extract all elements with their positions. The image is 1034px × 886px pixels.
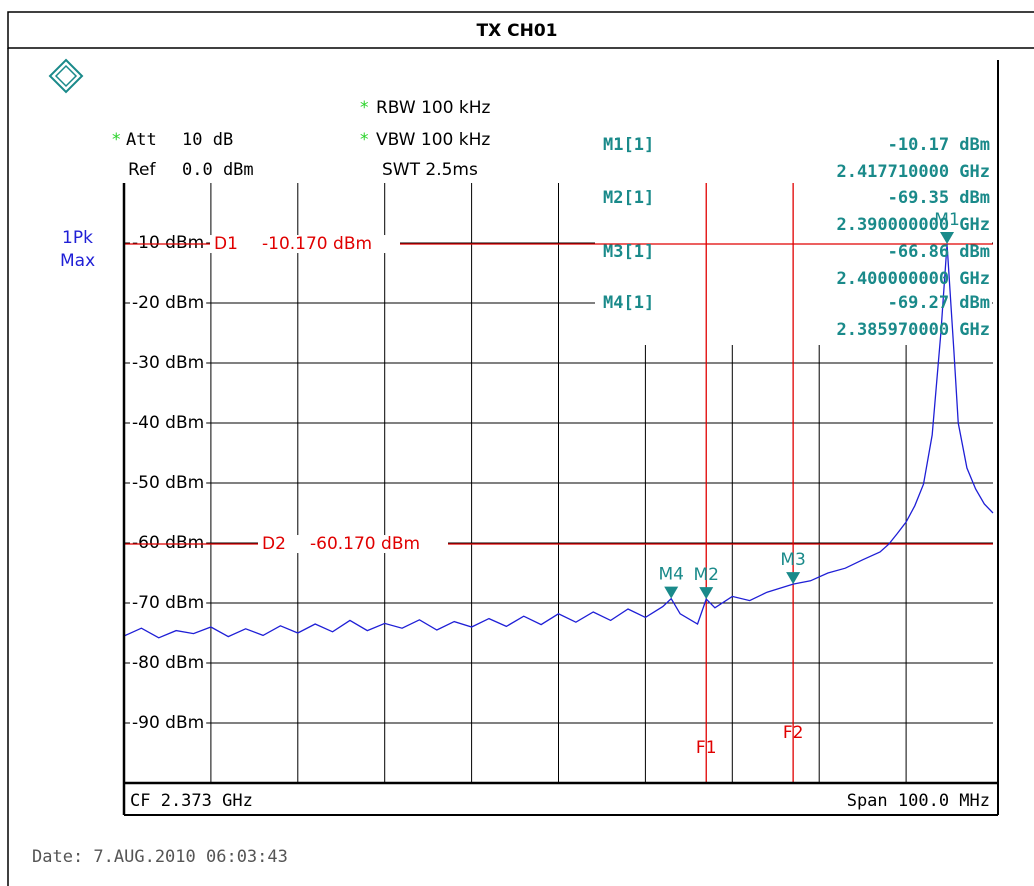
marker-label: M1 <box>934 210 959 230</box>
marker-name: M1[1] <box>603 135 654 155</box>
tick-label-bg <box>130 594 207 612</box>
marker <box>786 572 801 585</box>
marker-label: M2 <box>693 565 718 585</box>
att-value: 10 dB <box>182 130 233 150</box>
marker <box>699 587 714 600</box>
vbw: VBW 100 kHz <box>376 130 490 150</box>
display-line-label: -10.170 dBm <box>262 234 372 254</box>
span: Span 100.0 MHz <box>847 791 990 811</box>
att-label: Att <box>126 130 157 150</box>
marker-label: M3 <box>780 550 805 570</box>
marker-frequency: 2.417710000 GHz <box>836 162 990 182</box>
display-line-name: D2 <box>262 534 286 554</box>
logo <box>48 58 84 94</box>
star: * <box>112 130 121 150</box>
chart-title: TX CH01 <box>477 21 558 41</box>
display-line-label: -60.170 dBm <box>310 534 420 554</box>
y-tick-label: -60 dBm <box>132 533 204 553</box>
marker-frequency: 2.390000000 GHz <box>836 215 990 235</box>
marker-frequency: 2.385970000 GHz <box>836 320 990 340</box>
ref-value: 0.0 dBm <box>182 160 254 180</box>
trace-mode: Max <box>60 251 95 271</box>
frequency-line-label: F1 <box>696 738 717 758</box>
y-tick-label: -50 dBm <box>132 473 204 493</box>
star: * <box>360 130 369 150</box>
trace <box>123 243 994 639</box>
marker-level: -66.86 dBm <box>888 242 990 262</box>
marker-name: M2[1] <box>603 188 654 208</box>
swt: SWT 2.5ms <box>382 160 478 180</box>
marker <box>940 232 955 245</box>
tick-label-bg <box>130 474 207 492</box>
marker <box>664 586 679 599</box>
tick-label-bg <box>130 294 207 312</box>
tick-label-bg <box>130 534 207 552</box>
y-tick-label: -80 dBm <box>132 653 204 673</box>
tick-label-bg <box>130 414 207 432</box>
title-bar <box>7 11 1034 49</box>
tick-label-bg <box>130 714 207 732</box>
star: * <box>360 98 369 118</box>
marker-level: -10.17 dBm <box>888 135 990 155</box>
y-tick-label: -20 dBm <box>132 293 204 313</box>
date: Date: 7.AUG.2010 06:03:43 <box>32 847 288 867</box>
marker-frequency: 2.400000000 GHz <box>836 269 990 289</box>
marker-label: M4 <box>658 565 683 585</box>
marker-name: M4[1] <box>603 293 654 313</box>
y-tick-label: -10 dBm <box>132 233 204 253</box>
center-frequency: CF 2.373 GHz <box>130 791 253 811</box>
marker-name: M3[1] <box>603 242 654 262</box>
y-tick-label: -90 dBm <box>132 713 204 733</box>
marker-level: -69.27 dBm <box>888 293 990 313</box>
marker-level: -69.35 dBm <box>888 188 990 208</box>
tick-label-bg <box>130 234 207 252</box>
y-tick-label: -30 dBm <box>132 353 204 373</box>
display-line-label-bg <box>258 535 448 554</box>
display-line-name: D1 <box>214 234 238 254</box>
ref-label: Ref <box>128 160 157 180</box>
tick-label-bg <box>130 354 207 372</box>
y-tick-label: -40 dBm <box>132 413 204 433</box>
display-line-label-bg <box>210 235 400 254</box>
y-tick-label: -70 dBm <box>132 593 204 613</box>
tick-label-bg <box>130 654 207 672</box>
frequency-line-label: F2 <box>783 723 804 743</box>
trace-mode: 1Pk <box>62 228 93 248</box>
rbw: RBW 100 kHz <box>376 98 491 118</box>
